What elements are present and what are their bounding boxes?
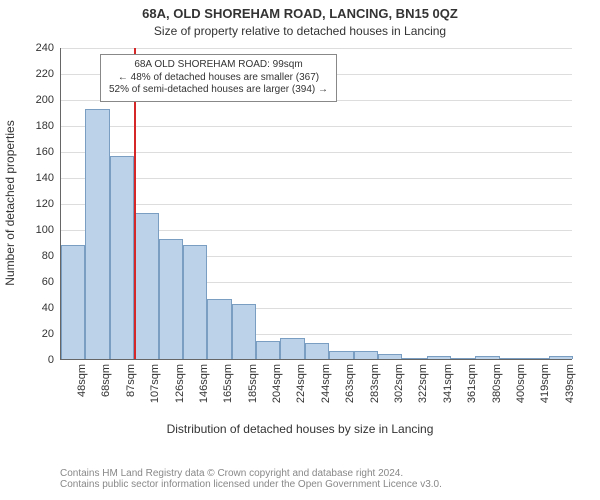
- histogram-bar: [305, 343, 329, 359]
- histogram-bar: [354, 351, 378, 359]
- annotation-box: 68A OLD SHOREHAM ROAD: 99sqm ← 48% of de…: [100, 54, 337, 102]
- x-tick-label: 224sqm: [295, 364, 307, 403]
- x-tick-label: 68sqm: [100, 364, 112, 397]
- histogram-bar: [207, 299, 231, 359]
- histogram-bar: [451, 358, 475, 359]
- histogram-bar: [329, 351, 353, 359]
- x-tick-label: 126sqm: [174, 364, 186, 403]
- y-tick-label: 100: [0, 224, 54, 236]
- y-tick-label: 140: [0, 172, 54, 184]
- annotation-line-2: ← 48% of detached houses are smaller (36…: [109, 72, 328, 85]
- gridline: [61, 204, 572, 205]
- y-tick-label: 60: [0, 276, 54, 288]
- histogram-bar: [427, 356, 451, 359]
- y-tick-label: 120: [0, 198, 54, 210]
- x-tick-label: 87sqm: [125, 364, 137, 397]
- gridline: [61, 178, 572, 179]
- chart-container: 68A, OLD SHOREHAM ROAD, LANCING, BN15 0Q…: [0, 0, 600, 500]
- y-tick-label: 80: [0, 250, 54, 262]
- x-tick-label: 341sqm: [442, 364, 454, 403]
- x-tick-label: 146sqm: [198, 364, 210, 403]
- gridline: [61, 152, 572, 153]
- x-tick-label: 361sqm: [466, 364, 478, 403]
- x-axis-title: Distribution of detached houses by size …: [0, 422, 600, 436]
- histogram-bar: [232, 304, 256, 359]
- histogram-bar: [159, 239, 183, 359]
- x-tick-label: 380sqm: [491, 364, 503, 403]
- histogram-bar: [500, 358, 524, 359]
- x-tick-label: 107sqm: [149, 364, 161, 403]
- x-tick-label: 204sqm: [271, 364, 283, 403]
- x-tick-label: 48sqm: [76, 364, 88, 397]
- histogram-bar: [183, 245, 207, 359]
- annotation-line-3: 52% of semi-detached houses are larger (…: [109, 84, 328, 97]
- histogram-bar: [110, 156, 134, 359]
- histogram-bar: [256, 341, 280, 359]
- x-tick-label: 283sqm: [369, 364, 381, 403]
- histogram-bar: [280, 338, 304, 359]
- y-tick-label: 180: [0, 120, 54, 132]
- x-tick-label: 400sqm: [515, 364, 527, 403]
- histogram-bar: [61, 245, 85, 359]
- x-tick-label: 302sqm: [393, 364, 405, 403]
- y-tick-label: 20: [0, 328, 54, 340]
- y-tick-label: 160: [0, 146, 54, 158]
- y-tick-label: 200: [0, 94, 54, 106]
- y-tick-label: 240: [0, 42, 54, 54]
- x-tick-label: 439sqm: [564, 364, 576, 403]
- x-tick-label: 244sqm: [320, 364, 332, 403]
- y-tick-label: 40: [0, 302, 54, 314]
- chart-subtitle: Size of property relative to detached ho…: [0, 24, 600, 38]
- histogram-bar: [524, 358, 548, 359]
- gridline: [61, 126, 572, 127]
- annotation-line-1: 68A OLD SHOREHAM ROAD: 99sqm: [109, 59, 328, 72]
- x-tick-label: 185sqm: [247, 364, 259, 403]
- footer-line-2: Contains public sector information licen…: [60, 479, 600, 490]
- x-tick-label: 322sqm: [417, 364, 429, 403]
- x-tick-label: 419sqm: [539, 364, 551, 403]
- chart-title: 68A, OLD SHOREHAM ROAD, LANCING, BN15 0Q…: [0, 6, 600, 21]
- histogram-bar: [85, 109, 109, 359]
- y-tick-label: 0: [0, 354, 54, 366]
- y-tick-label: 220: [0, 68, 54, 80]
- x-tick-label: 165sqm: [222, 364, 234, 403]
- footer-attribution: Contains HM Land Registry data © Crown c…: [60, 468, 600, 490]
- gridline: [61, 48, 572, 49]
- x-tick-label: 263sqm: [344, 364, 356, 403]
- histogram-bar: [134, 213, 158, 359]
- histogram-bar: [402, 358, 426, 359]
- histogram-bar: [475, 356, 499, 359]
- footer-line-1: Contains HM Land Registry data © Crown c…: [60, 468, 600, 479]
- histogram-bar: [549, 356, 573, 359]
- histogram-bar: [378, 354, 402, 359]
